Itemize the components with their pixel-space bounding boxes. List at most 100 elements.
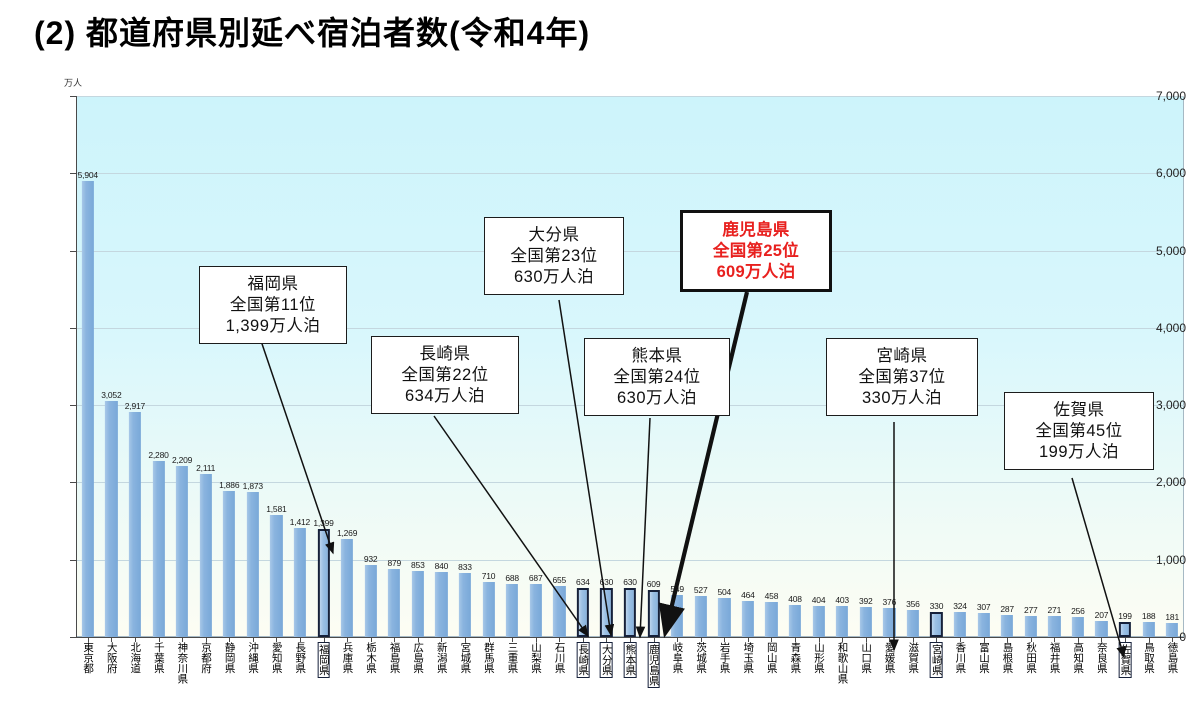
bar[interactable]: [199, 473, 212, 637]
callout-oita[interactable]: 大分県 全国第23位 630万人泊: [484, 217, 624, 296]
bar[interactable]: [600, 588, 613, 637]
bar-value-label: 710: [481, 571, 496, 582]
bar[interactable]: [246, 492, 259, 637]
bar[interactable]: [812, 605, 825, 637]
bar[interactable]: [765, 601, 778, 637]
bar[interactable]: [741, 601, 754, 637]
bar[interactable]: [1142, 622, 1155, 637]
bar[interactable]: [1071, 617, 1085, 637]
bar[interactable]: [270, 514, 283, 637]
bar[interactable]: [435, 572, 448, 637]
bar[interactable]: [1001, 614, 1014, 637]
bar-value-label: 287: [1000, 603, 1014, 614]
bar[interactable]: [836, 605, 849, 637]
bar[interactable]: [671, 594, 684, 637]
x-axis-tick-mark: [441, 637, 443, 642]
bar[interactable]: [482, 582, 495, 637]
bar[interactable]: [930, 611, 943, 637]
x-axis-label-42: 福井県: [1048, 642, 1061, 674]
bar-value-label: 2,280: [148, 449, 169, 460]
x-axis-label-12: 兵庫県: [341, 642, 354, 674]
callout-pref: 熊本県: [631, 347, 683, 365]
bar-value-label: 408: [788, 594, 802, 605]
bar[interactable]: [388, 569, 401, 637]
bar-slot: 3,052: [100, 96, 124, 637]
x-axis-tick-mark: [771, 637, 773, 642]
bar[interactable]: [128, 411, 142, 637]
x-axis-tick-mark: [677, 637, 679, 642]
x-axis-label-23: 大分県: [600, 642, 613, 678]
x-axis-label-36: 滋賀県: [907, 642, 920, 674]
bar[interactable]: [1118, 621, 1132, 637]
x-axis-label-40: 島根県: [1001, 642, 1014, 674]
x-axis-label-45: 佐賀県: [1118, 642, 1132, 678]
bar-slot: 853: [406, 96, 430, 637]
callout-kumamoto[interactable]: 熊本県 全国第24位 630万人泊: [584, 338, 730, 417]
bar[interactable]: [977, 613, 990, 637]
bar-slot: 5,904: [76, 96, 100, 637]
bar[interactable]: [553, 586, 566, 637]
x-axis-tick-mark: [464, 637, 466, 642]
x-axis-tick-mark: [818, 637, 820, 642]
bar[interactable]: [1095, 621, 1108, 637]
bar[interactable]: [576, 588, 589, 637]
bar[interactable]: [223, 491, 236, 637]
callout-saga[interactable]: 佐賀県 全国第45位 199万人泊: [1004, 392, 1154, 471]
x-axis-label-32: 山形県: [812, 642, 825, 674]
bar[interactable]: [718, 598, 731, 637]
bar-slot: 1,269: [335, 96, 359, 637]
bar[interactable]: [1024, 615, 1037, 637]
x-axis-tick-mark: [1030, 637, 1032, 642]
x-axis-label-1: 東京都: [82, 642, 95, 674]
bar[interactable]: [906, 609, 919, 637]
bar[interactable]: [505, 583, 519, 637]
x-axis-tick-mark: [653, 637, 655, 642]
x-axis-label-3: 北海道: [129, 642, 142, 674]
callout-fukuoka[interactable]: 福岡県 全国第11位 1,399万人泊: [199, 266, 347, 345]
bar[interactable]: [175, 466, 189, 637]
bar[interactable]: [152, 460, 165, 637]
bar[interactable]: [1048, 616, 1061, 637]
x-axis-tick-mark: [983, 637, 985, 642]
bar-slot: 188: [1137, 96, 1161, 637]
x-axis-label-31: 青森県: [789, 642, 802, 674]
bar[interactable]: [105, 401, 118, 637]
x-axis-tick-mark: [229, 637, 231, 642]
bar-slot: 287: [995, 96, 1019, 637]
bar[interactable]: [953, 611, 967, 637]
y-axis-tick-mark: [70, 559, 77, 561]
bar[interactable]: [529, 583, 542, 637]
bar[interactable]: [788, 605, 802, 637]
bar[interactable]: [458, 572, 472, 637]
callout-miyazaki[interactable]: 宮崎県 全国第37位 330万人泊: [826, 338, 978, 417]
bar-value-label: 2,917: [124, 400, 146, 411]
bar-value-label: 833: [458, 561, 472, 572]
callout-rank: 全国第37位: [858, 368, 946, 387]
bar-slot: 932: [359, 96, 383, 637]
callout-kagoshima[interactable]: 鹿児島県 全国第25位 609万人泊: [680, 210, 832, 293]
bar[interactable]: [883, 607, 896, 637]
bar[interactable]: [1166, 623, 1179, 637]
bar[interactable]: [411, 571, 424, 637]
callout-nagasaki[interactable]: 長崎県 全国第22位 634万人泊: [371, 336, 519, 415]
bar-value-label: 527: [693, 585, 708, 596]
x-axis-tick-mark: [1077, 637, 1079, 642]
bar[interactable]: [317, 528, 330, 637]
bar[interactable]: [340, 538, 354, 637]
x-axis-tick-mark: [1101, 637, 1103, 642]
bar[interactable]: [647, 589, 660, 637]
callout-rank: 全国第23位: [510, 247, 598, 266]
bar[interactable]: [81, 180, 94, 637]
bar[interactable]: [364, 564, 377, 637]
bar[interactable]: [859, 606, 872, 637]
bar-slot: 1,873: [241, 96, 265, 637]
y-axis-tick-label: 7,000: [1155, 89, 1186, 103]
bar-value-label: 655: [552, 575, 567, 586]
x-axis-tick-mark: [936, 637, 938, 642]
bar[interactable]: [293, 527, 307, 637]
callout-amount: 630万人泊: [513, 268, 595, 287]
bar-value-label: 376: [882, 596, 897, 607]
bar[interactable]: [694, 596, 707, 637]
bar[interactable]: [623, 588, 637, 637]
bar-slot: 330: [925, 96, 949, 637]
